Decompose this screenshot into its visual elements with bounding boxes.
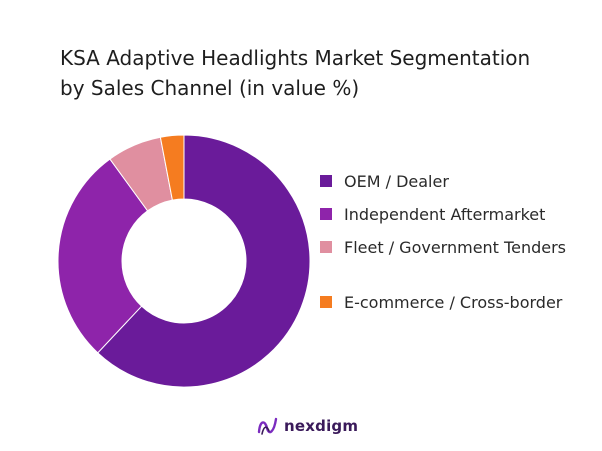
legend-label: Fleet / Government Tenders	[344, 238, 566, 257]
donut-slice-oem-dealer	[97, 134, 311, 388]
chart-title: KSA Adaptive Headlights Market Segmentat…	[60, 46, 531, 100]
legend-swatch	[320, 175, 332, 187]
donut-slice-independent-aftermarket	[57, 158, 149, 354]
legend-label: OEM / Dealer	[344, 172, 449, 191]
legend-label: E-commerce / Cross-border	[344, 293, 563, 312]
nexdigm-logo-icon	[257, 417, 278, 435]
donut-slice-e-commerce-cross-border	[159, 134, 185, 201]
legend-swatch	[320, 296, 332, 308]
legend-label: Independent Aftermarket	[344, 205, 546, 224]
legend-swatch	[320, 241, 332, 253]
brand-logo: nexdigm	[256, 414, 358, 438]
brand-name: nexdigm	[284, 417, 359, 435]
legend-swatch	[320, 208, 332, 220]
